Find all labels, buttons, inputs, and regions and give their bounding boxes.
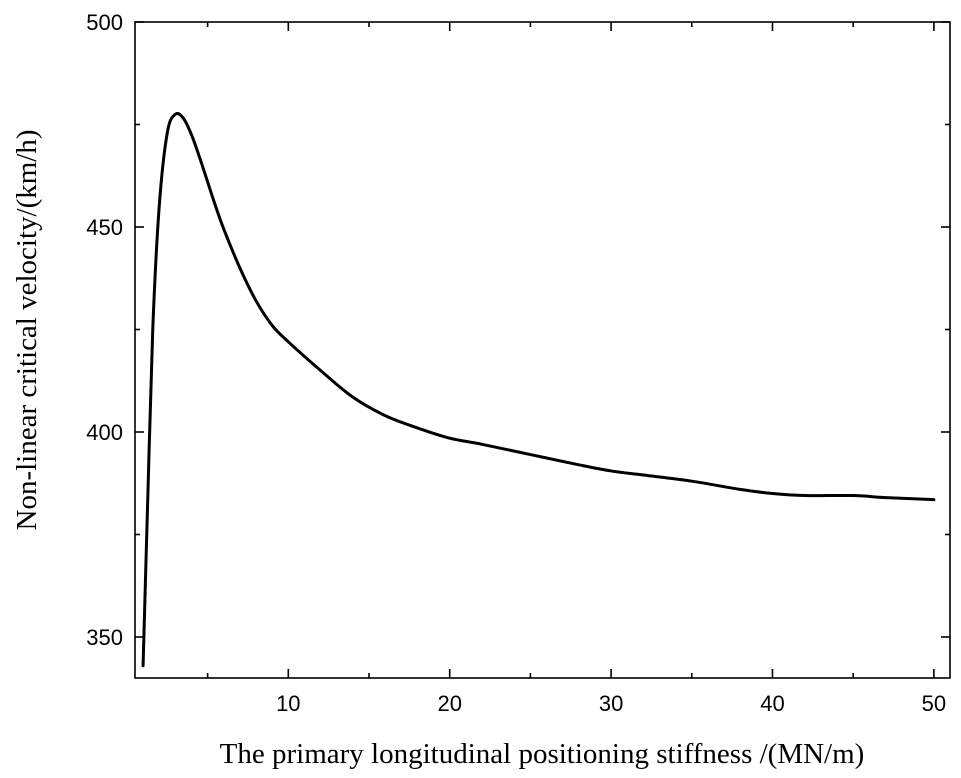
y-axis-title: Non-linear critical velocity/(km/h)	[11, 129, 43, 530]
x-tick-label: 40	[760, 691, 784, 716]
y-tick-label: 350	[86, 625, 123, 650]
x-axis-title: The primary longitudinal positioning sti…	[220, 738, 865, 770]
y-tick-label: 450	[86, 215, 123, 240]
y-tick-label: 400	[86, 420, 123, 445]
x-tick-label: 30	[599, 691, 623, 716]
x-axis-ticks: 10 20 30 40 50	[206, 22, 946, 716]
series-line	[141, 111, 936, 668]
x-tick-label: 20	[437, 691, 461, 716]
y-axis-ticks: 350 400 450 500	[86, 10, 950, 650]
y-tick-label: 500	[86, 10, 123, 35]
plot-frame	[134, 21, 951, 679]
x-tick-label: 50	[922, 691, 946, 716]
x-tick-label: 10	[276, 691, 300, 716]
